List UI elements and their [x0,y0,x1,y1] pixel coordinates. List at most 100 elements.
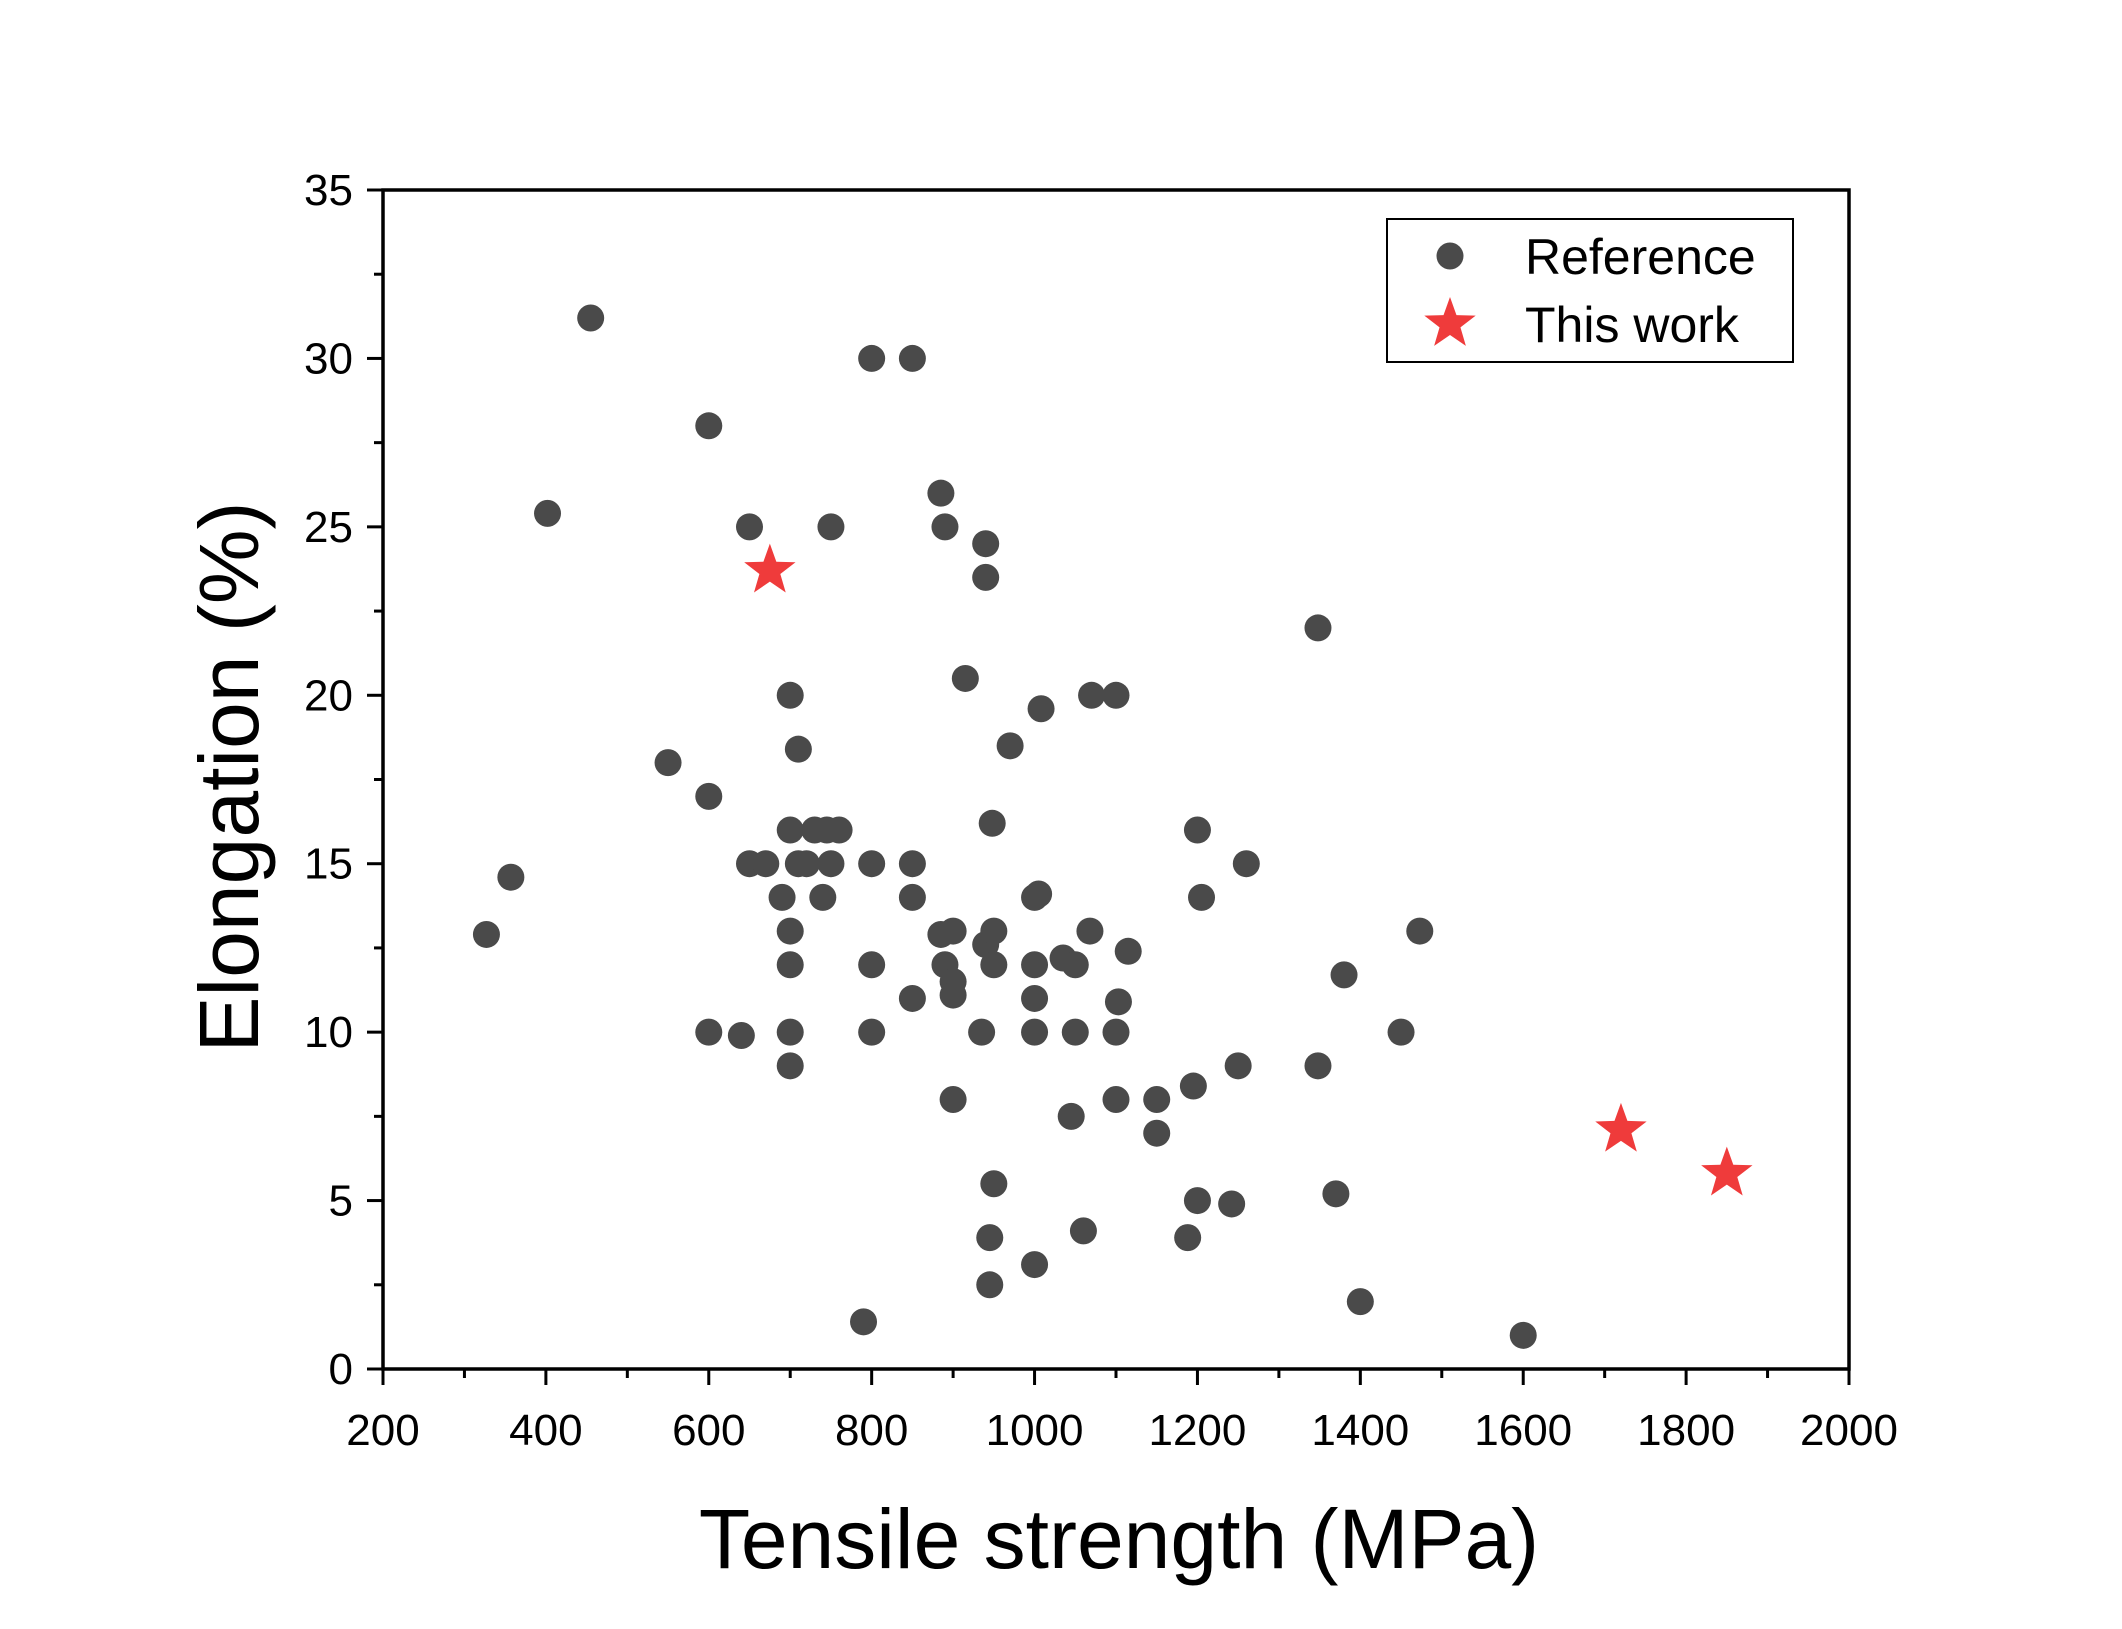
data-point-circle [768,883,796,911]
data-point-circle [727,1022,755,1050]
y-axis-title: Elongation (%) [182,502,276,1053]
data-point-circle [1061,1018,1089,1046]
data-point-circle [858,344,886,372]
legend-circle-marker [1436,242,1464,270]
data-point-circle [976,1224,1004,1252]
data-point-circle [776,1052,804,1080]
data-point-circle [1179,1072,1207,1100]
plot-frame [381,188,1851,1371]
data-point-circle [776,951,804,979]
data-point-circle [752,850,780,878]
data-point-circle [1188,883,1216,911]
points-layer [472,304,1753,1349]
data-point-circle [1224,1052,1252,1080]
data-point-circle [776,1018,804,1046]
data-point-circle [850,1308,878,1336]
x-tick-label: 200 [346,1406,419,1455]
legend-label: This work [1525,297,1740,353]
data-point-circle [784,735,812,763]
data-point-circle [695,1018,723,1046]
data-point-circle [1406,917,1434,945]
data-point-circle [1102,681,1130,709]
data-point-circle [472,920,500,948]
y-tick-label: 35 [304,166,353,215]
y-tick-label: 0 [329,1345,353,1394]
data-point-circle [978,809,1006,837]
data-point-circle [695,782,723,810]
data-point-circle [898,344,926,372]
data-point-circle [939,981,967,1009]
data-point-circle [972,563,1000,591]
data-point-circle [1304,614,1332,642]
data-point-circle [898,850,926,878]
data-point-circle [898,984,926,1012]
data-point-circle [1183,1187,1211,1215]
data-point-circle [1304,1052,1332,1080]
data-point-circle [534,499,562,527]
data-point-circle [1218,1190,1246,1218]
data-point-circle [695,412,723,440]
data-point-circle [776,917,804,945]
x-tick-label: 400 [509,1406,582,1455]
data-point-circle [1102,1086,1130,1114]
y-tick-label: 10 [304,1008,353,1057]
data-point-circle [577,304,605,332]
data-point-circle [1143,1119,1171,1147]
x-tick-label: 600 [672,1406,745,1455]
data-point-circle [497,863,525,891]
data-point-circle [1027,695,1055,723]
data-point-circle [976,1271,1004,1299]
data-point-circle [1025,880,1053,908]
x-tick-label: 1200 [1148,1406,1246,1455]
data-point-circle [1069,1217,1097,1245]
y-tick-label: 15 [304,840,353,889]
data-point-circle [858,951,886,979]
data-point-circle [1346,1288,1374,1316]
data-point-circle [858,850,886,878]
data-point-circle [858,1018,886,1046]
data-point-circle [809,883,837,911]
data-point-circle [1232,850,1260,878]
legend: Reference This work [1386,218,1794,363]
x-tick-label: 2000 [1800,1406,1898,1455]
legend-label: Reference [1525,229,1756,285]
data-point-circle [1143,1086,1171,1114]
data-point-circle [1078,681,1106,709]
data-point-circle [776,681,804,709]
data-point-circle [1387,1018,1415,1046]
data-point-circle [1174,1224,1202,1252]
series-this-work [744,543,1753,1196]
data-point-circle [1057,1102,1085,1130]
data-point-star [744,543,796,593]
data-point-circle [1183,816,1211,844]
data-point-circle [980,951,1008,979]
data-point-circle [1076,917,1104,945]
data-point-circle [654,749,682,777]
data-point-circle [996,732,1024,760]
data-point-circle [1330,961,1358,989]
data-point-circle [968,1018,996,1046]
data-point-circle [1322,1180,1350,1208]
y-tick-label: 25 [304,503,353,552]
data-point-circle [736,513,763,541]
data-point-circle [980,917,1008,945]
legend-star-marker [1424,297,1476,346]
data-point-circle [931,513,959,541]
series-reference [472,304,1537,1349]
data-point-circle [898,883,926,911]
data-point-star [1595,1102,1647,1152]
data-point-circle [927,479,955,507]
data-point-circle [939,917,967,945]
data-point-circle [1102,1018,1130,1046]
data-point-circle [1021,1251,1049,1279]
y-tick-label: 20 [304,671,353,720]
data-point-circle [972,530,1000,558]
plot-frame-layer [381,188,1851,1371]
data-point-circle [951,664,979,692]
x-tick-label: 800 [835,1406,908,1455]
data-point-star [1701,1146,1753,1196]
data-point-circle [1021,1018,1049,1046]
x-tick-label: 1400 [1311,1406,1409,1455]
